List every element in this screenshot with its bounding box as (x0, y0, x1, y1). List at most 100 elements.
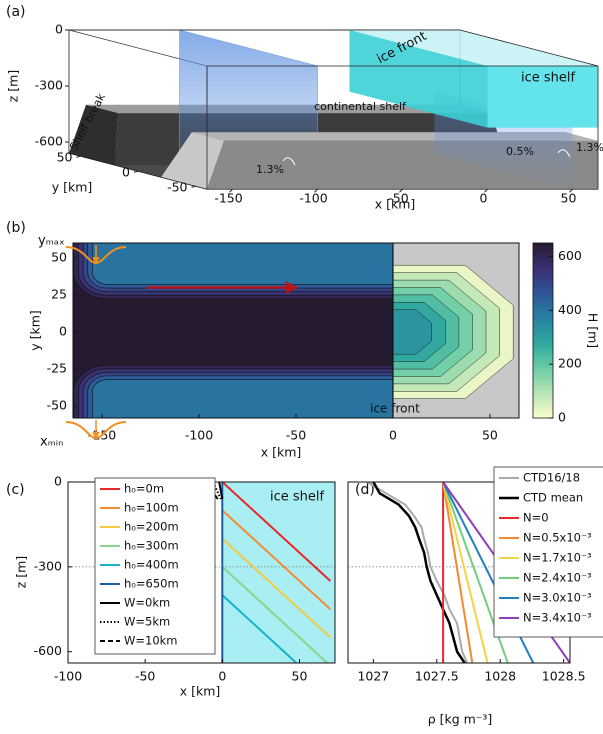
x-axis-label: x [km] (261, 445, 302, 460)
depth-contour (92, 243, 394, 418)
x-tick (569, 188, 573, 193)
y-tick-label: -600 (34, 643, 62, 658)
x-tick-label: 1028 (484, 669, 516, 684)
legend-label: CTD mean (523, 491, 583, 505)
series-line (442, 482, 489, 663)
y-tick (133, 170, 139, 173)
annotation: 1.3% (256, 163, 284, 176)
x-tick-label: 50 (561, 191, 577, 206)
y-tick-label: 50 (57, 150, 73, 165)
legend-label: h₀=300m (124, 539, 179, 553)
panel-label: (d) (355, 482, 375, 498)
ice-shelf-face (487, 66, 598, 128)
x-tick-label: 0 (389, 428, 397, 443)
box-edge (459, 29, 599, 67)
legend-label: W=10km (124, 634, 178, 648)
x-tick (484, 188, 488, 193)
y-axis-label: y [km] (28, 310, 43, 351)
legend-label: N=3.0x10⁻³ (523, 591, 592, 605)
series-line (218, 482, 224, 500)
x-tick-label: 0 (480, 191, 488, 206)
y-tick-label: 25 (51, 286, 67, 301)
annotation: xₘᵢₙ (40, 435, 63, 450)
series-line (442, 482, 474, 663)
y-tick-label: -50 (47, 398, 67, 413)
y-tick-label: -25 (47, 361, 67, 376)
x-tick-label: -50 (388, 191, 408, 206)
map (73, 243, 519, 418)
y-axis-label: y [km] (52, 180, 93, 195)
series-line (221, 537, 332, 639)
series-line (221, 482, 332, 582)
legend-label: N=3.4x10⁻³ (523, 611, 592, 625)
break-near (161, 132, 224, 190)
x-tick-label: 0 (218, 669, 226, 684)
colorbar (532, 242, 554, 419)
y-tick-label: 0 (122, 165, 130, 180)
panel-label: (a) (6, 4, 26, 20)
legend-label: h₀=650m (124, 577, 179, 591)
x-tick-label: 50 (482, 428, 498, 443)
x-tick (314, 188, 318, 193)
legend-label: CTD16/18 (523, 471, 580, 485)
y-tick-label: -50 (167, 180, 187, 195)
annotation: ice front (370, 402, 420, 416)
annotation: 0.5% (506, 145, 534, 158)
colorbar-tick-label: 400 (558, 302, 582, 317)
ice-front (349, 30, 488, 128)
series-line (372, 482, 466, 663)
annotation: ice shelf (521, 71, 576, 86)
x-axis-label: x [km] (180, 684, 221, 699)
colorbar-tick-label: 200 (558, 356, 582, 371)
y-tick-label: 0 (59, 323, 67, 338)
x-tick (399, 188, 403, 193)
z-axis-label: z [m] (6, 70, 21, 102)
colorbar-label: H [m] (586, 313, 601, 348)
legend-label: N=0.5x10⁻³ (523, 531, 592, 545)
y-tick-label: -300 (34, 558, 62, 573)
series-line (366, 482, 469, 663)
panel-label: (c) (6, 482, 25, 498)
annotation: ice shelf (270, 490, 325, 505)
x-tick-label: 1027 (357, 669, 389, 684)
x-tick-label: -100 (54, 669, 82, 684)
z-tick-label: -300 (35, 78, 63, 93)
legend-label: W=5km (124, 615, 170, 629)
series-line (221, 594, 298, 663)
y-axis-label: z [m] (14, 556, 29, 588)
legend-box (493, 466, 603, 638)
break-far (69, 104, 119, 166)
legend-label: N=0 (523, 511, 549, 525)
ice-shelf-region (222, 482, 335, 663)
legend-label: h₀=200m (124, 520, 179, 534)
series-line (221, 566, 328, 663)
z-tick-label: -600 (35, 134, 63, 149)
slope-arc (282, 157, 296, 166)
plot-area (348, 482, 570, 663)
legend-label: h₀=400m (124, 558, 179, 572)
x-axis-label: x [km] (375, 197, 416, 212)
x-tick-label: 1027.5 (415, 669, 459, 684)
x-tick-label: -50 (135, 669, 155, 684)
x-tick-label: -100 (299, 191, 327, 206)
y-tick (191, 185, 196, 188)
annotation: 1.3% (576, 141, 603, 154)
ice-top (349, 30, 598, 66)
legend-label: W=0km (124, 596, 170, 610)
x-tick-label: -100 (185, 428, 213, 443)
legend-label: N=2.4x10⁻³ (523, 571, 592, 585)
colorbar-tick-label: 600 (558, 248, 582, 263)
plot-area (68, 482, 335, 663)
x-tick (229, 188, 233, 193)
legend-label: h₀=100m (124, 501, 179, 515)
panel-label: (b) (6, 220, 26, 236)
annotation: yₘₐₓ (38, 234, 65, 249)
x-tick-label: 50 (292, 669, 308, 684)
series-line (221, 509, 332, 611)
x-tick-label: -150 (214, 191, 242, 206)
z-tick-label: 0 (55, 22, 63, 37)
y-tick-label: 0 (54, 474, 62, 489)
y-tick (76, 155, 81, 158)
legend-label: N=1.7x10⁻³ (523, 551, 592, 565)
